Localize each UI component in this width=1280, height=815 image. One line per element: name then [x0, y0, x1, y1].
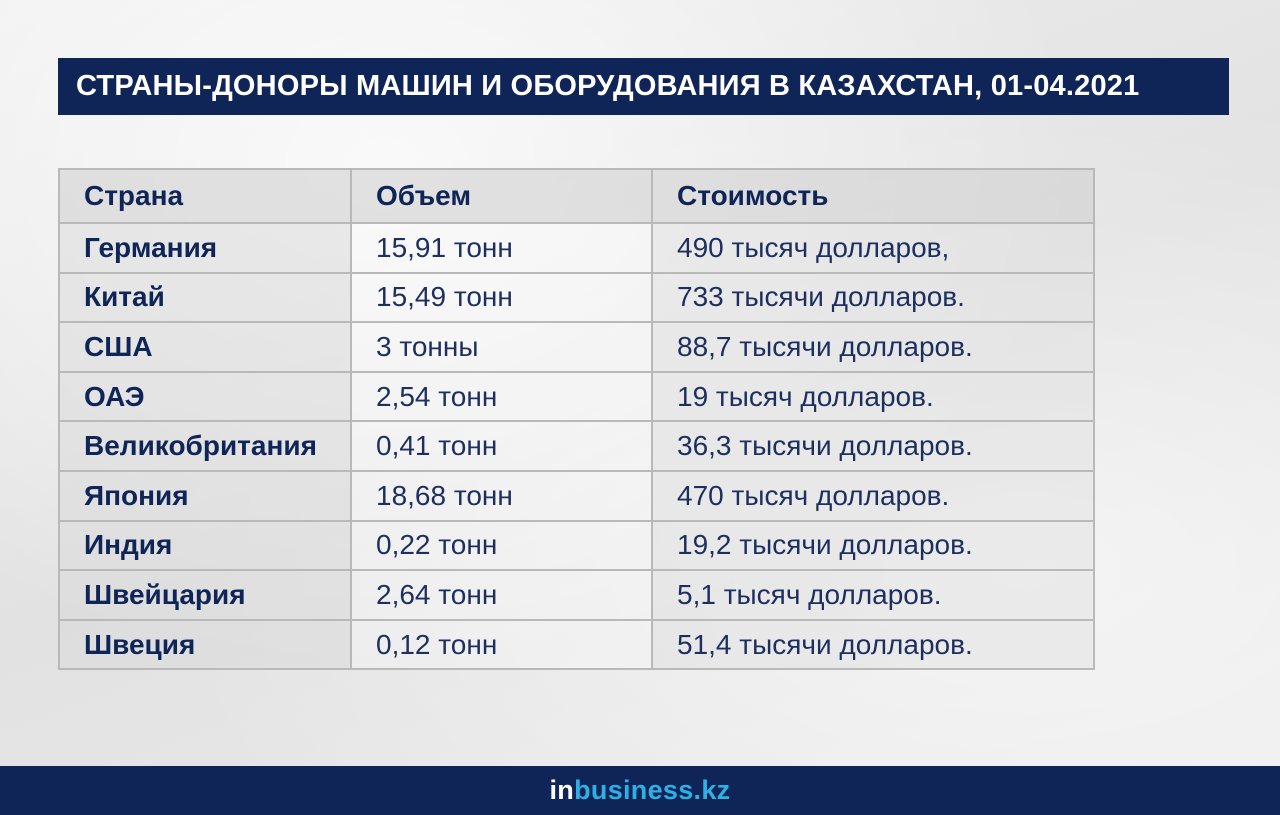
volume-cell: 0,22 тонн — [350, 519, 653, 572]
table-row: Япония 18,68 тонн 470 тысяч долларов. — [58, 469, 1095, 522]
country-cell: Япония — [58, 469, 352, 522]
volume-cell: 18,68 тонн — [350, 469, 653, 522]
volume-cell: 2,54 тонн — [350, 370, 653, 423]
cost-cell: 88,7 тысячи долларов. — [651, 321, 1095, 373]
volume-cell: 0,12 тонн — [350, 618, 653, 671]
country-cell: Швеция — [58, 618, 352, 671]
cost-cell: 19,2 тысячи долларов. — [651, 519, 1095, 572]
column-header-country: Страна — [58, 168, 352, 224]
country-cell: Индия — [58, 519, 352, 572]
country-cell: Китай — [58, 271, 352, 324]
table-row: Индия 0,22 тонн 19,2 тысячи долларов. — [58, 519, 1095, 572]
cost-cell: 470 тысяч долларов. — [651, 469, 1095, 522]
table-row: США 3 тонны 88,7 тысячи долларов. — [58, 321, 1095, 373]
table-row: Китай 15,49 тонн 733 тысячи долларов. — [58, 271, 1095, 324]
table-row: Великобритания 0,41 тонн 36,3 тысячи дол… — [58, 420, 1095, 472]
cost-cell: 36,3 тысячи долларов. — [651, 420, 1095, 472]
logo-in-text: in — [549, 775, 575, 805]
cost-cell: 490 тысяч долларов, — [651, 222, 1095, 274]
column-header-volume: Объем — [350, 168, 653, 224]
cost-cell: 5,1 тысяч долларов. — [651, 569, 1095, 621]
country-cell: ОАЭ — [58, 370, 352, 423]
country-cell: Великобритания — [58, 420, 352, 472]
title-banner: СТРАНЫ-ДОНОРЫ МАШИН И ОБОРУДОВАНИЯ В КАЗ… — [58, 58, 1229, 115]
table-row: Германия 15,91 тонн 490 тысяч долларов, — [58, 222, 1095, 274]
table-row: Швеция 0,12 тонн 51,4 тысячи долларов. — [58, 618, 1095, 671]
footer-bar: inbusiness.kz — [0, 766, 1280, 815]
volume-cell: 2,64 тонн — [350, 569, 653, 621]
table-row: ОАЭ 2,54 тонн 19 тысяч долларов. — [58, 370, 1095, 423]
volume-cell: 15,91 тонн — [350, 222, 653, 274]
volume-cell: 0,41 тонн — [350, 420, 653, 472]
country-cell: Германия — [58, 222, 352, 274]
page-title: СТРАНЫ-ДОНОРЫ МАШИН И ОБОРУДОВАНИЯ В КАЗ… — [76, 70, 1140, 102]
cost-cell: 51,4 тысячи долларов. — [651, 618, 1095, 671]
volume-cell: 3 тонны — [350, 321, 653, 373]
table-header-row: Страна Объем Стоимость — [58, 168, 1095, 224]
column-header-cost: Стоимость — [651, 168, 1095, 224]
logo-domain-text: business.kz — [574, 775, 731, 805]
volume-cell: 15,49 тонн — [350, 271, 653, 324]
inbusiness-logo: inbusiness.kz — [550, 775, 731, 806]
country-cell: Швейцария — [58, 569, 352, 621]
donor-countries-table: Страна Объем Стоимость Германия 15,91 то… — [58, 168, 1095, 671]
cost-cell: 733 тысячи долларов. — [651, 271, 1095, 324]
country-cell: США — [58, 321, 352, 373]
cost-cell: 19 тысяч долларов. — [651, 370, 1095, 423]
table-row: Швейцария 2,64 тонн 5,1 тысяч долларов. — [58, 569, 1095, 621]
